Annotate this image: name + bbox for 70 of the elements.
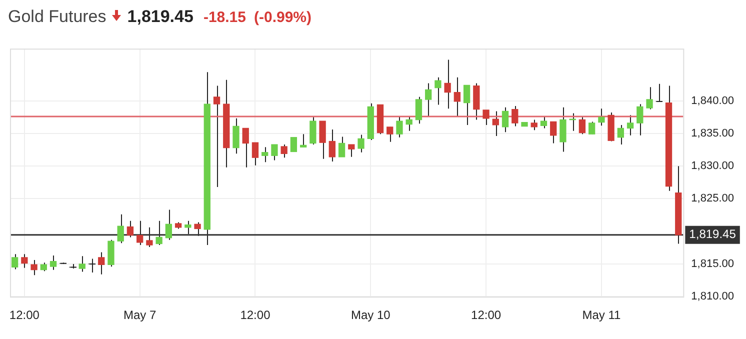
candlestick [434,76,442,106]
candlestick [502,106,509,133]
candlestick [310,116,316,146]
candlestick [213,85,220,188]
candlestick [646,86,653,110]
x-tick-label: May 10 [350,308,391,322]
candlestick [78,256,86,272]
candlestick [348,144,355,158]
candlestick [396,116,403,138]
candlestick [252,142,259,166]
candlestick [560,106,566,152]
candlestick [425,82,432,117]
candlestick [117,214,124,244]
candlestick [11,254,18,270]
candlestick [184,220,192,234]
candlestick [319,120,326,160]
candlestick [492,110,499,137]
candlestick [626,114,634,136]
candlestick [21,254,28,268]
candlestick [406,116,412,132]
candlestick [550,121,557,144]
candlestick [271,144,278,161]
y-tick-label: 1,825.00 [691,192,734,205]
candlestick [30,260,38,276]
candlestick [280,144,288,158]
candlestick [156,220,162,246]
candlestick [358,134,364,153]
candlestick [300,134,307,148]
candlestick [617,124,624,146]
candlestick [290,137,298,152]
x-tick-label: 12:00 [9,308,40,322]
text: 1,819.45 [127,7,194,26]
candlestick [98,252,105,275]
candlestick [578,116,586,135]
candlestick [328,129,336,162]
candlestick [636,104,644,136]
x-tick-label: 12:00 [240,308,271,322]
candlestick [454,76,461,117]
candlestick [386,126,394,142]
candlestick [540,116,548,129]
candlestick [482,109,490,126]
candlestick [463,84,470,126]
candlestick [232,118,240,154]
chart-title: Gold Futures [8,7,106,27]
candlestick [136,220,144,246]
candlestick [126,220,134,238]
y-tick-label: 1,830.00 [691,160,734,172]
text: -18.15 [203,9,246,26]
candlestick [512,106,518,127]
candlestick [530,119,538,131]
candlestick [588,121,596,135]
x-tick-label: May 7 [123,308,156,322]
candlestick [444,59,451,110]
y-tick-label: 1,815.00 [691,258,734,270]
x-tick-label: May 11 [582,308,621,322]
text: (-0.99%) [254,9,312,26]
candlestick [242,128,249,168]
candlestick [50,254,57,270]
candlestick [415,96,422,124]
y-tick-label: 1,840.00 [691,94,734,107]
y-tick-label: 1,835.00 [691,127,734,140]
x-tick-label: 12:00 [471,308,502,322]
candlestick [598,108,605,126]
ref-line-label: 1,819.45 [689,227,736,242]
candlestick [262,146,268,163]
candlestick [165,209,172,240]
candlestick [338,136,346,158]
candlestick [194,222,201,236]
candlestick [146,226,153,248]
y-tick-label: 1,810.00 [691,290,734,303]
